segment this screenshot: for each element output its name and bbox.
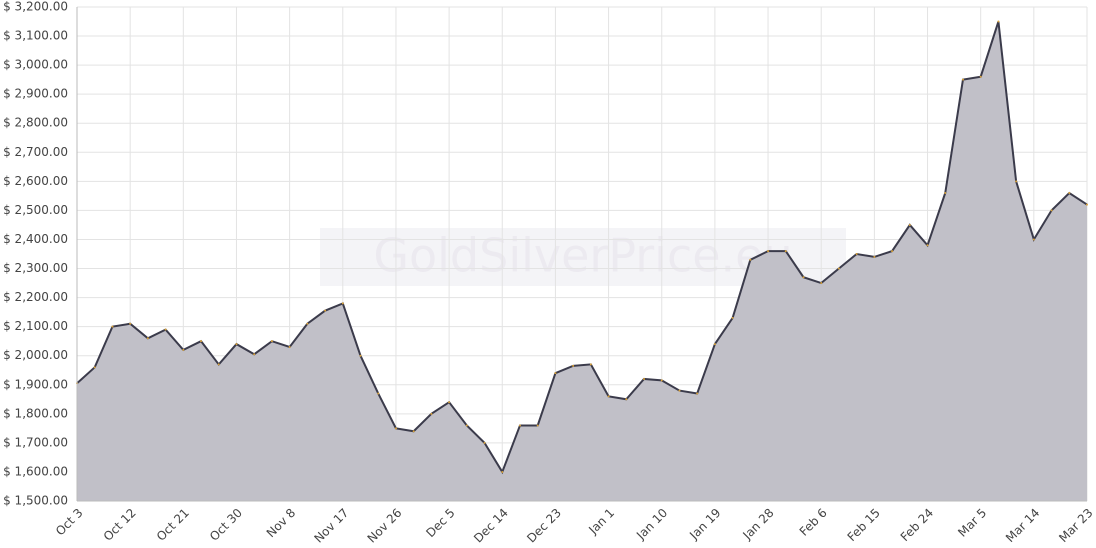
point: [465, 424, 468, 427]
point: [1032, 238, 1035, 241]
y-tick-label: $ 2,400.00: [3, 232, 68, 246]
point: [483, 441, 486, 444]
point: [997, 20, 1000, 23]
point: [164, 328, 167, 331]
point: [430, 412, 433, 415]
point: [731, 316, 734, 319]
x-tick-label: Nov 26: [365, 506, 405, 546]
point: [288, 345, 291, 348]
x-tick-label: Jan 28: [739, 506, 776, 543]
x-tick-label: Mar 23: [1056, 506, 1095, 545]
y-tick-label: $ 2,000.00: [3, 348, 68, 362]
point: [235, 343, 238, 346]
point: [926, 244, 929, 247]
x-tick-label: Feb 15: [845, 506, 883, 544]
point: [589, 363, 592, 366]
point: [182, 348, 185, 351]
x-tick-label: Mar 14: [1003, 506, 1042, 545]
x-tick-label: Jan 19: [686, 506, 723, 543]
y-tick-label: $ 1,700.00: [3, 435, 68, 449]
x-tick-label: Feb 24: [898, 506, 936, 544]
point: [554, 372, 557, 375]
y-tick-label: $ 3,100.00: [3, 29, 68, 43]
x-tick-label: Jan 1: [585, 506, 617, 538]
point: [696, 392, 699, 395]
y-tick-label: $ 2,200.00: [3, 290, 68, 304]
point: [341, 302, 344, 305]
area: [77, 21, 1087, 501]
y-tick-label: $ 1,800.00: [3, 406, 68, 420]
point: [359, 354, 362, 357]
point: [625, 398, 628, 401]
point: [146, 337, 149, 340]
y-tick-label: $ 2,700.00: [3, 145, 68, 159]
point: [518, 424, 521, 427]
point: [536, 424, 539, 427]
y-tick-label: $ 3,000.00: [3, 58, 68, 72]
y-tick-label: $ 2,800.00: [3, 116, 68, 130]
x-tick-label: Nov 17: [311, 506, 351, 546]
point: [820, 282, 823, 285]
x-tick-label: Oct 30: [207, 506, 245, 544]
point: [713, 343, 716, 346]
point: [1086, 203, 1088, 206]
point: [306, 322, 309, 325]
point: [253, 353, 256, 356]
point: [270, 340, 273, 343]
point: [873, 255, 876, 258]
point: [891, 250, 894, 253]
point: [501, 470, 504, 473]
point: [377, 392, 380, 395]
point: [93, 366, 96, 369]
x-tick-label: Oct 12: [101, 506, 139, 544]
point: [908, 223, 911, 226]
x-tick-label: Dec 23: [524, 506, 564, 546]
point: [660, 379, 663, 382]
point: [678, 389, 681, 392]
y-tick-label: $ 2,500.00: [3, 203, 68, 217]
point: [944, 191, 947, 194]
point: [1050, 209, 1053, 212]
point: [784, 250, 787, 253]
point: [643, 377, 646, 380]
point: [324, 309, 327, 312]
point: [855, 253, 858, 255]
point: [1068, 191, 1071, 194]
y-tick-label: $ 2,100.00: [3, 319, 68, 333]
point: [217, 363, 220, 366]
point: [129, 322, 132, 325]
point: [572, 364, 575, 367]
watermark: GoldSilverPrice.eu: [373, 229, 792, 283]
point: [837, 267, 840, 270]
y-tick-label: $ 3,200.00: [3, 0, 68, 14]
x-tick-label: Dec 14: [471, 506, 511, 546]
y-tick-label: $ 1,600.00: [3, 464, 68, 478]
point: [111, 325, 114, 328]
point: [749, 258, 752, 261]
point: [1015, 180, 1018, 183]
y-tick-label: $ 2,600.00: [3, 174, 68, 188]
point: [607, 395, 610, 398]
y-tick-label: $ 1,900.00: [3, 377, 68, 391]
point: [412, 430, 415, 433]
y-tick-label: $ 1,500.00: [3, 494, 68, 508]
y-tick-label: $ 2,900.00: [3, 87, 68, 101]
point: [979, 75, 982, 78]
y-tick-label: $ 2,300.00: [3, 261, 68, 275]
x-tick-label: Feb 6: [797, 506, 830, 539]
point: [802, 276, 805, 279]
point: [200, 340, 203, 343]
x-tick-label: Oct 21: [154, 506, 192, 544]
line: [76, 21, 1088, 475]
point: [767, 250, 770, 253]
x-tick-label: Jan 10: [633, 506, 670, 543]
point: [394, 427, 397, 430]
point: [448, 401, 451, 404]
x-tick-label: Dec 5: [423, 506, 457, 540]
x-tick-label: Nov 8: [264, 506, 299, 541]
x-tick-label: Oct 3: [53, 506, 86, 539]
x-tick-label: Mar 5: [955, 506, 989, 540]
point: [961, 78, 964, 81]
